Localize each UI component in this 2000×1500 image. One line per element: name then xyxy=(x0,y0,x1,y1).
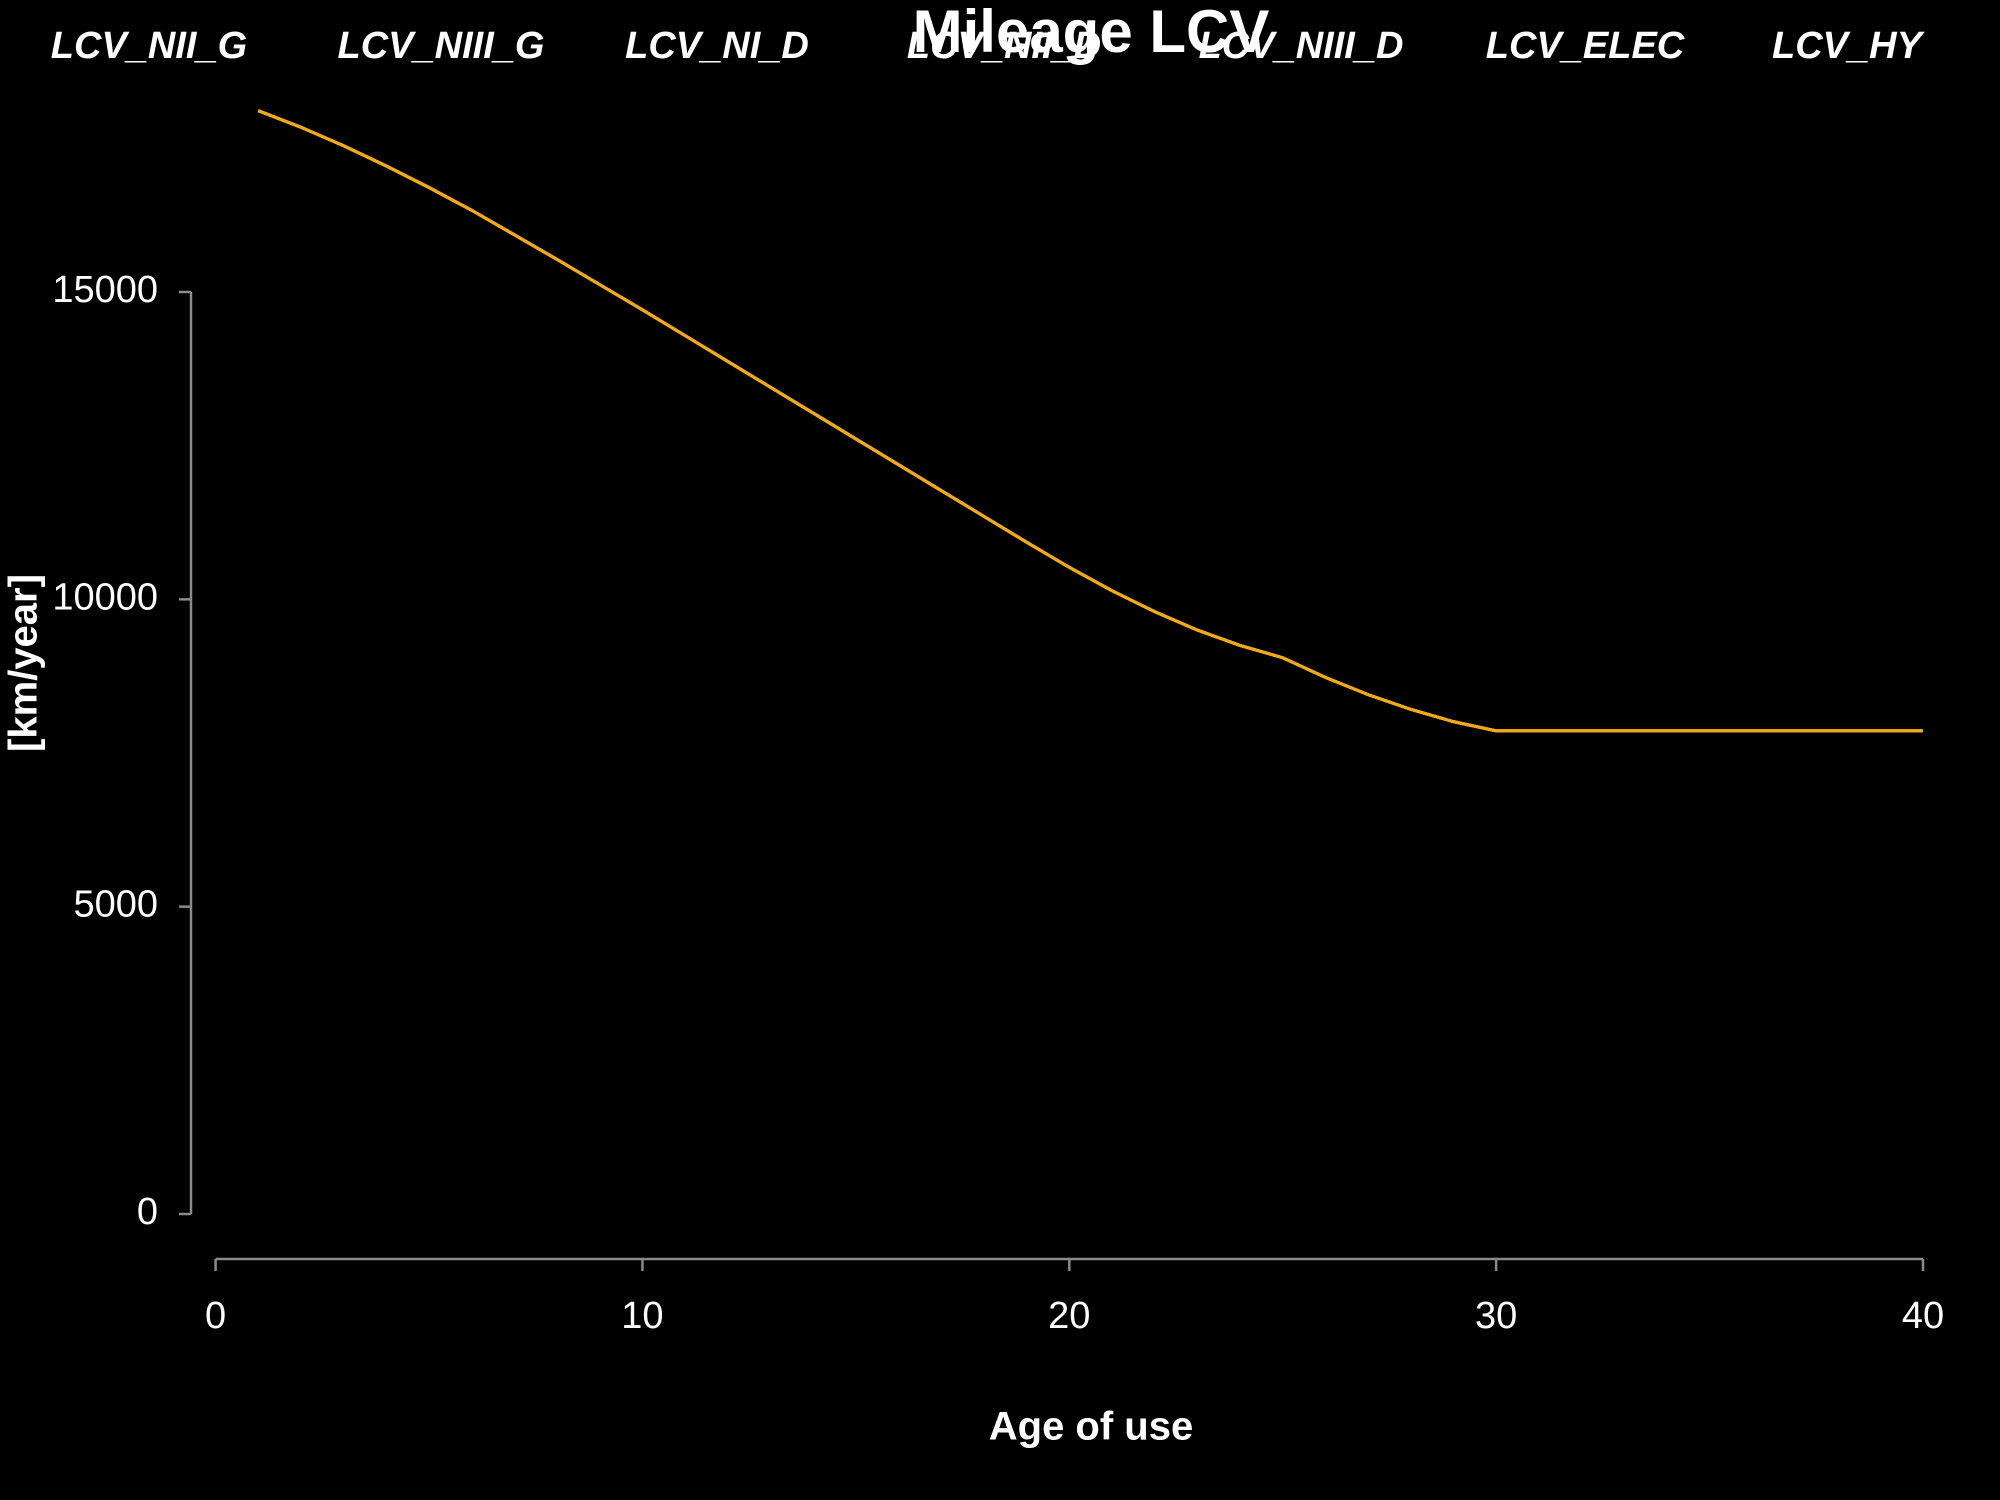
y-axis-title: [km/year] xyxy=(2,574,46,752)
legend-label: LCV_NII_D xyxy=(907,25,1101,67)
legend-label: LCV_NIII_G xyxy=(338,25,545,67)
x-tick-label: 20 xyxy=(1048,1295,1090,1337)
series-line xyxy=(257,109,1923,733)
legend-label: LCV_ELEC xyxy=(1486,25,1685,67)
y-tick-label: 15000 xyxy=(52,269,158,311)
series-line xyxy=(257,109,1923,733)
y-tick-label: 5000 xyxy=(73,884,158,926)
y-tick-label: 0 xyxy=(137,1191,158,1233)
series-line xyxy=(257,109,1923,733)
series-line xyxy=(257,109,1923,733)
x-tick-label: 40 xyxy=(1902,1295,1944,1337)
x-tick-label: 30 xyxy=(1475,1295,1517,1337)
legend-label: LCV_HY xyxy=(1772,25,1926,67)
x-tick-label: 10 xyxy=(621,1295,663,1337)
x-axis-title: Age of use xyxy=(989,1405,1193,1449)
legend-label: LCV_NII_G xyxy=(51,25,247,67)
series-line xyxy=(257,109,1923,733)
chart-title: Mileage LCV xyxy=(913,0,1270,65)
legend-label: LCV_NIII_D xyxy=(1199,25,1404,67)
x-tick-label: 0 xyxy=(205,1295,226,1337)
series-line xyxy=(257,109,1923,733)
series-line xyxy=(257,109,1923,733)
legend-label: LCV_NI_D xyxy=(625,25,809,67)
y-tick-label: 10000 xyxy=(52,576,158,618)
